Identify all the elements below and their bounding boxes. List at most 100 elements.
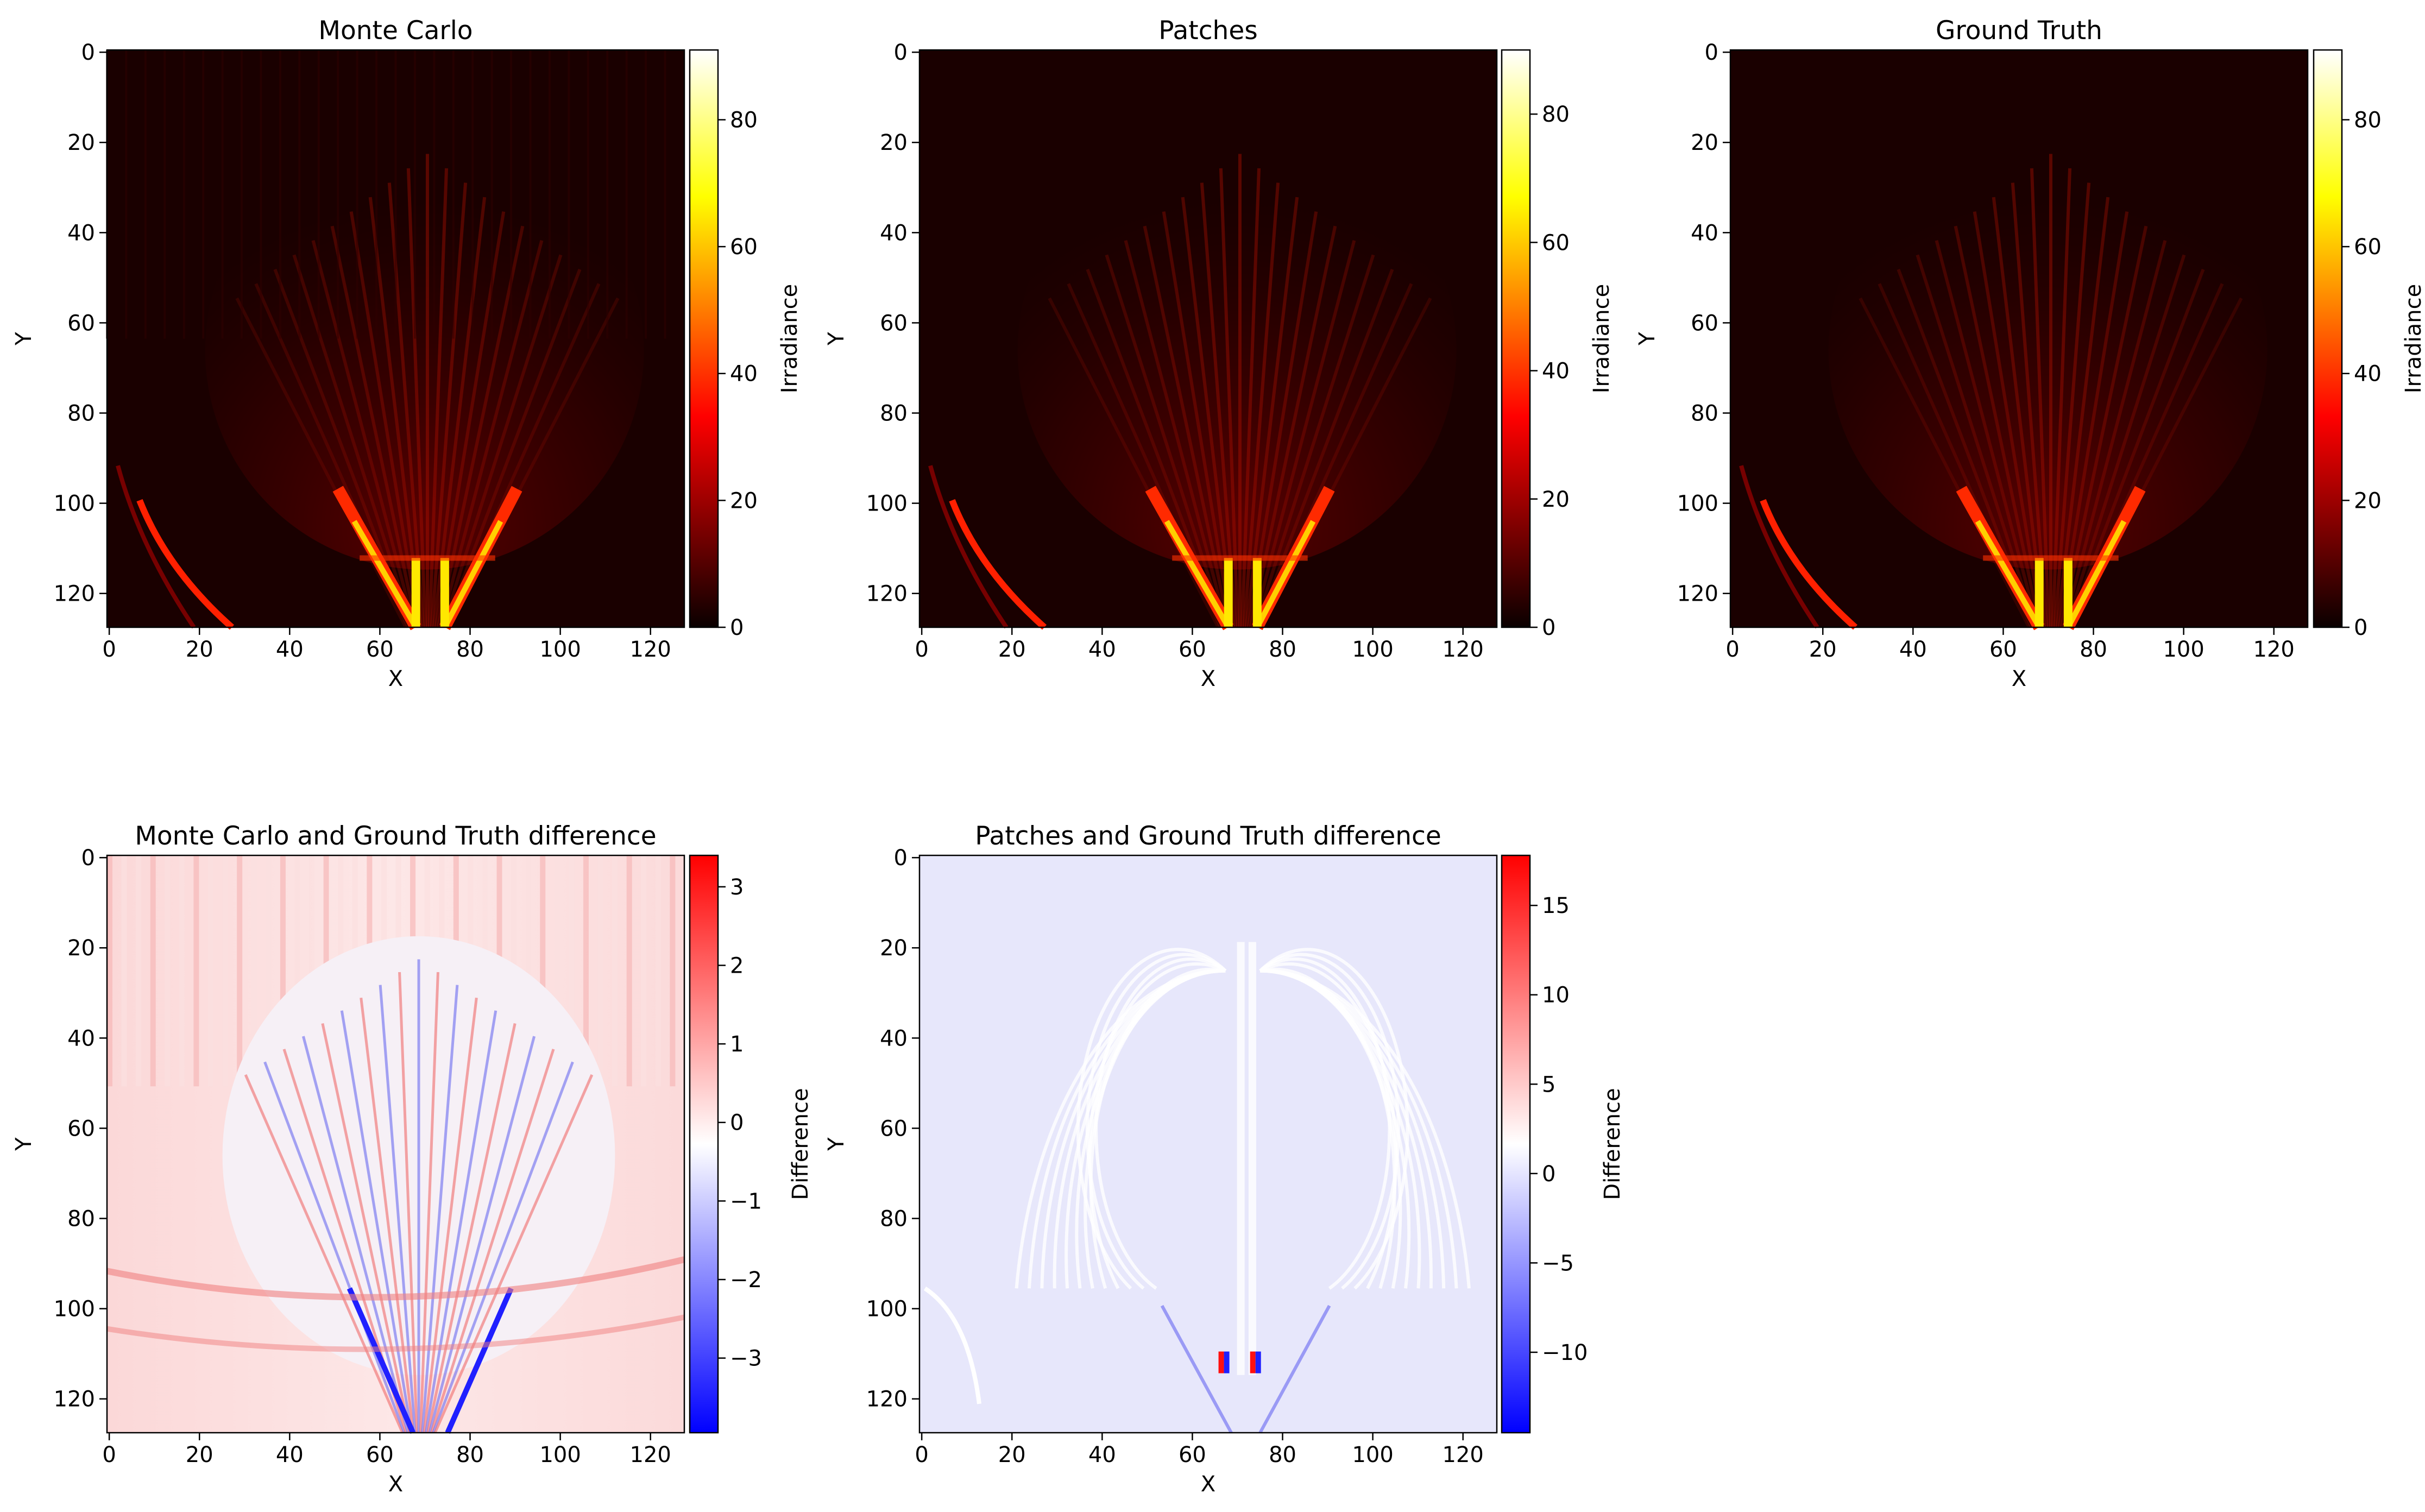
colorbar-tick-label: 10: [1542, 983, 1570, 1008]
x-axis-label: X: [388, 1472, 403, 1497]
x-tick-label: 80: [1269, 637, 1296, 662]
x-tick-label: 60: [1179, 1442, 1206, 1467]
colorbar-tick-label: −5: [1542, 1251, 1574, 1276]
colorbar-tick-label: 20: [730, 488, 758, 513]
x-tick-label: 100: [539, 1442, 581, 1467]
y-tick-label: 100: [1677, 492, 1718, 516]
y-tick-label: 40: [67, 1026, 95, 1051]
y-tick-label: 20: [67, 936, 95, 961]
colorbar-label: Difference: [788, 1088, 813, 1200]
y-tick-label: 40: [880, 220, 908, 245]
colorbar-tick-label: 0: [730, 1111, 744, 1136]
x-tick-label: 80: [456, 637, 484, 662]
x-axis-label: X: [1201, 1472, 1215, 1497]
x-tick-label: 100: [1352, 1442, 1393, 1467]
x-tick-label: 40: [276, 1442, 304, 1467]
colorbar-gradient: [689, 854, 719, 1434]
y-tick-label: 0: [894, 846, 908, 871]
colorbar-tick-label: 20: [2354, 488, 2382, 513]
x-tick-label: 100: [2163, 637, 2204, 662]
x-tick-label: 60: [366, 1442, 394, 1467]
heatmap-image: [919, 855, 1497, 1434]
x-tick-label: 0: [915, 1442, 928, 1467]
y-tick-label: 60: [1691, 311, 1718, 336]
y-tick-label: 80: [67, 401, 95, 426]
colorbar-tick-label: 5: [1542, 1072, 1555, 1097]
x-tick-label: 120: [1443, 1442, 1484, 1467]
colorbar: 0 20 40 60 80 Irradiance: [689, 49, 802, 640]
colorbar-label: Irradiance: [777, 284, 802, 393]
colorbar-tick-label: 40: [1542, 359, 1570, 384]
colorbar-tick-label: −2: [730, 1268, 762, 1293]
colorbar-tick-label: 40: [730, 362, 758, 387]
y-tick-label: 60: [67, 1116, 95, 1141]
x-tick-label: 20: [1809, 637, 1837, 662]
y-axis-label: Y: [824, 332, 849, 346]
x-tick-label: 120: [630, 637, 671, 662]
colorbar-tick-label: 20: [1542, 487, 1570, 512]
y-tick-label: 40: [1691, 220, 1718, 245]
axes-frame: [918, 49, 1498, 628]
y-tick-label: 40: [880, 1026, 908, 1051]
y-tick-label: 40: [67, 220, 95, 245]
y-tick-label: 120: [54, 582, 95, 607]
x-tick-label: 80: [456, 1442, 484, 1467]
colorbar-gradient: [2313, 49, 2343, 628]
x-tick-label: 20: [998, 637, 1026, 662]
y-tick-label: 60: [880, 311, 908, 336]
axes-frame: [1729, 49, 2309, 628]
x-tick-label: 40: [1088, 1442, 1116, 1467]
y-tick-label: 80: [880, 1207, 908, 1232]
x-tick-label: 100: [1352, 637, 1393, 662]
x-tick-label: 0: [102, 1442, 116, 1467]
x-tick-label: 0: [102, 637, 116, 662]
x-tick-label: 80: [2080, 637, 2107, 662]
subplot-3: 0 20 40 60 80 100 120 0 20 40 60 80 100 120 Ground Tru…: [1635, 16, 2425, 691]
chart-title: Ground Truth: [1936, 16, 2102, 46]
heatmap-image: [1730, 50, 2308, 631]
x-tick-label: 120: [1443, 637, 1484, 662]
subplot-2: 0 20 40 60 80 100 120 0 20 40 60 80 100 120 Patches X Y 0…: [824, 16, 1614, 691]
y-tick-label: 80: [1691, 401, 1718, 426]
y-tick-label: 80: [880, 401, 908, 426]
heatmap-image: [106, 855, 685, 1434]
y-tick-label: 120: [1677, 582, 1718, 607]
y-tick-label: 60: [67, 311, 95, 336]
x-tick-label: 80: [1269, 1442, 1296, 1467]
y-tick-label: 120: [54, 1387, 95, 1412]
x-tick-label: 0: [915, 637, 928, 662]
y-tick-label: 0: [81, 846, 95, 871]
axes-frame: [106, 854, 685, 1434]
x-tick-label: 120: [2253, 637, 2295, 662]
colorbar-tick-label: 0: [2354, 615, 2367, 640]
y-tick-label: 0: [81, 40, 95, 65]
y-tick-label: 20: [880, 936, 908, 961]
x-axis-label: X: [1201, 666, 1215, 691]
colorbar-gradient: [689, 49, 719, 628]
y-axis-label: Y: [11, 332, 36, 346]
x-tick-label: 20: [186, 1442, 213, 1467]
colorbar-tick-label: 60: [1542, 230, 1570, 255]
colorbar-tick-label: 80: [730, 108, 758, 133]
colorbar-tick-label: 1: [730, 1032, 744, 1057]
colorbar-tick-label: 0: [1542, 1162, 1555, 1187]
y-tick-label: 0: [894, 40, 908, 65]
chart-title: Monte Carlo and Ground Truth difference: [135, 821, 656, 851]
chart-title: Patches: [1158, 16, 1258, 46]
x-tick-label: 40: [276, 637, 304, 662]
x-tick-label: 40: [1088, 637, 1116, 662]
subplot-1: 0 20 40 60 80 100 120 0 20 40 60 80 100 120 Monte Carl…: [11, 16, 802, 691]
x-axis-label: X: [2012, 666, 2026, 691]
y-tick-label: 120: [866, 582, 908, 607]
colorbar: 15 10 5 0 −5 −10 Difference: [1501, 854, 1625, 1434]
colorbar-tick-label: −3: [730, 1346, 762, 1371]
colorbar-tick-label: 0: [730, 615, 744, 640]
x-axis-label: X: [388, 666, 403, 691]
colorbar-tick-label: −1: [730, 1189, 762, 1214]
y-tick-label: 100: [54, 492, 95, 516]
axes-frame: [918, 854, 1498, 1434]
y-tick-label: 100: [866, 492, 908, 516]
y-axis-label: Y: [824, 1137, 849, 1151]
